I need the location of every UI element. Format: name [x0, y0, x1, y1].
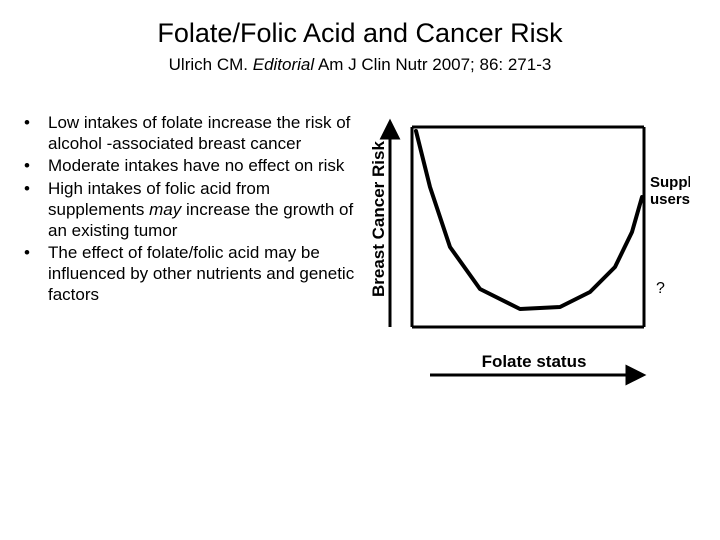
subtitle-journal: Editorial [253, 55, 314, 74]
list-item: •The effect of folate/folic acid may be … [20, 243, 360, 305]
content-row: •Low intakes of folate increase the risk… [0, 75, 720, 397]
svg-text:?: ? [656, 280, 665, 297]
bullet-dot: • [20, 243, 48, 305]
subtitle-author: Ulrich CM. [169, 55, 248, 74]
bullet-text: Moderate intakes have no effect on risk [48, 156, 360, 177]
page-title: Folate/Folic Acid and Cancer Risk [0, 0, 720, 49]
chart-svg: Breast Cancer Risk Folate status Supplemen… [370, 117, 690, 397]
svg-text:users: users [650, 191, 690, 208]
bullet-list: •Low intakes of folate increase the risk… [20, 113, 360, 306]
bullet-text: Low intakes of folate increase the risk … [48, 113, 360, 154]
folate-chart: Breast Cancer Risk Folate status Supplemen… [370, 117, 690, 397]
svg-text:Folate status: Folate status [482, 352, 587, 371]
chart-column: Breast Cancer Risk Folate status Supplemen… [370, 113, 700, 397]
bullet-text: The effect of folate/folic acid may be i… [48, 243, 360, 305]
list-item: •Low intakes of folate increase the risk… [20, 113, 360, 154]
svg-text:Breast Cancer Risk: Breast Cancer Risk [370, 141, 388, 297]
list-item: •High intakes of folic acid from supplem… [20, 179, 360, 241]
bullet-column: •Low intakes of folate increase the risk… [20, 113, 360, 397]
subtitle-rest: Am J Clin Nutr 2007; 86: 271-3 [314, 55, 551, 74]
list-item: •Moderate intakes have no effect on risk [20, 156, 360, 177]
bullet-dot: • [20, 179, 48, 241]
bullet-text: High intakes of folic acid from suppleme… [48, 179, 360, 241]
bullet-dot: • [20, 113, 48, 154]
subtitle: Ulrich CM. Editorial Am J Clin Nutr 2007… [0, 49, 720, 75]
bullet-dot: • [20, 156, 48, 177]
svg-text:Supplement: Supplement [650, 174, 690, 191]
